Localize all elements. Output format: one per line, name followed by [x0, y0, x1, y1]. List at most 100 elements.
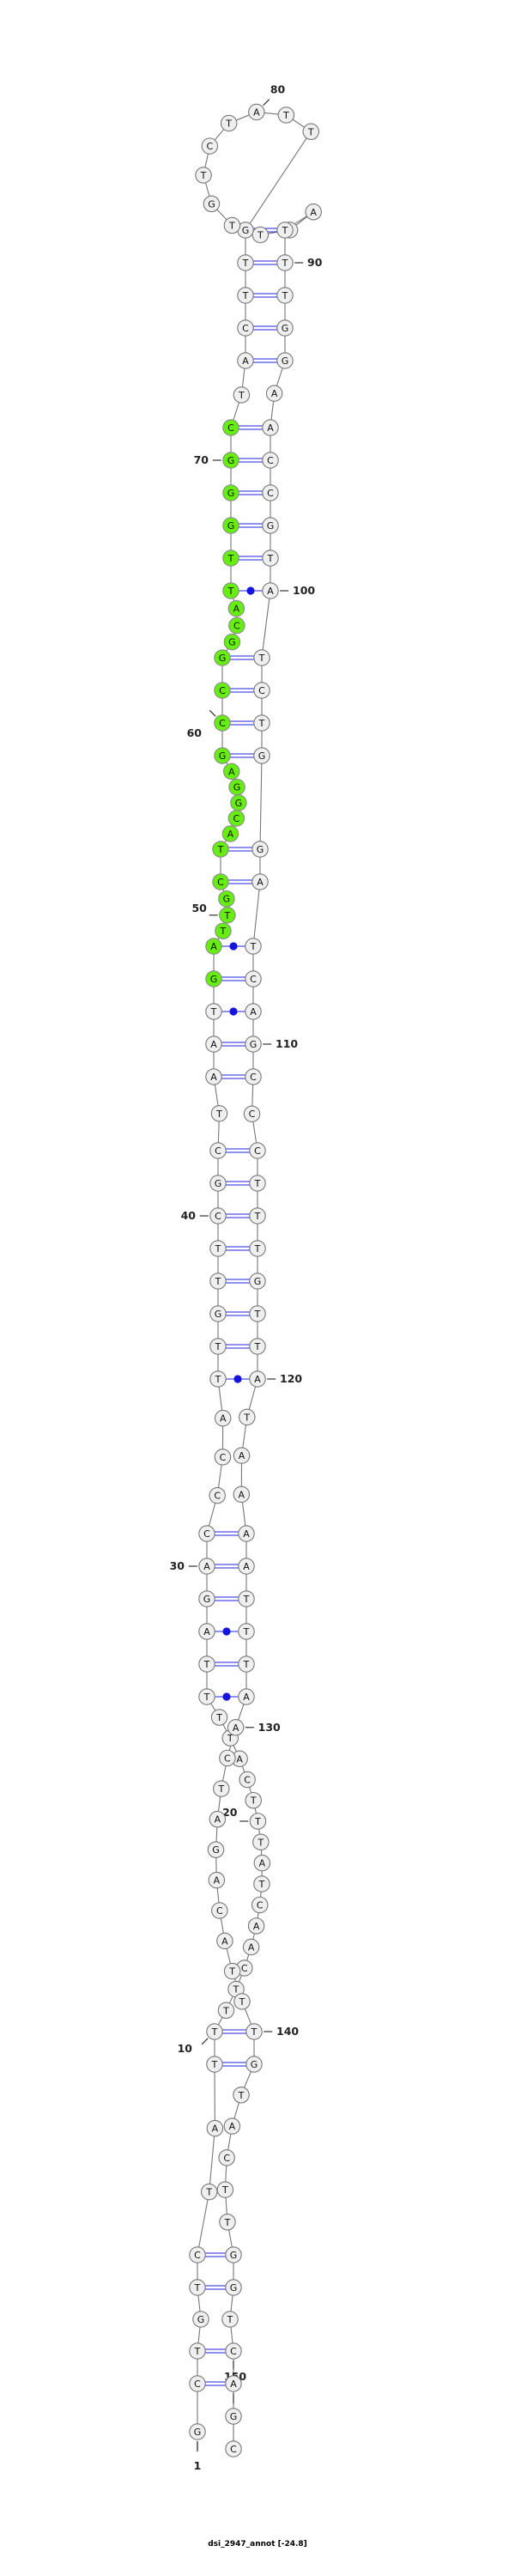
nucleotide-73[interactable]: A [237, 352, 254, 369]
nucleotide-circle[interactable] [205, 970, 222, 987]
nucleotide-30[interactable]: A [198, 1558, 215, 1575]
nucleotide-74[interactable]: C [237, 319, 254, 337]
nucleotide-29[interactable]: G [198, 1590, 215, 1607]
nucleotide-130[interactable]: A [227, 1719, 245, 1736]
nucleotide-circle[interactable] [225, 2246, 242, 2263]
nucleotide-circle[interactable] [219, 907, 236, 924]
nucleotide-circle[interactable] [205, 1036, 222, 1053]
nucleotide-circle[interactable] [214, 649, 231, 666]
nucleotide-circle[interactable] [221, 2311, 239, 2328]
nucleotide-104[interactable]: G [253, 747, 270, 764]
nucleotide-89[interactable]: T [276, 222, 294, 239]
nucleotide-circle[interactable] [218, 2149, 235, 2166]
nucleotide-96[interactable]: C [262, 452, 279, 469]
nucleotide-45[interactable]: A [205, 1036, 222, 1053]
nucleotide-126[interactable]: T [238, 1590, 255, 1607]
nucleotide-circle[interactable] [210, 1709, 228, 1726]
nucleotide-circle[interactable] [189, 2375, 206, 2392]
nucleotide-122[interactable]: A [233, 1447, 251, 1464]
nucleotide-circle[interactable] [227, 1719, 245, 1736]
nucleotide-circle[interactable] [215, 922, 232, 939]
nucleotide-circle[interactable] [222, 550, 239, 567]
nucleotide-circle[interactable] [237, 352, 254, 369]
nucleotide-circle[interactable] [245, 1003, 262, 1020]
nucleotide-circle[interactable] [201, 137, 219, 155]
nucleotide-82[interactable]: C [201, 137, 219, 155]
nucleotide-circle[interactable] [223, 1962, 241, 1980]
nucleotide-circle[interactable] [228, 778, 245, 796]
nucleotide-103[interactable]: T [253, 714, 270, 732]
nucleotide-circle[interactable] [249, 1370, 266, 1388]
nucleotide-125[interactable]: A [238, 1558, 255, 1575]
nucleotide-149[interactable]: T [221, 2311, 239, 2328]
nucleotide-circle[interactable] [233, 1485, 251, 1504]
nucleotide-circle[interactable] [209, 1486, 226, 1504]
nucleotide-59[interactable]: G [214, 747, 231, 764]
nucleotide-circle[interactable] [214, 1409, 232, 1427]
nucleotide-112[interactable]: C [243, 1105, 261, 1122]
nucleotide-circle[interactable] [242, 1938, 260, 1956]
nucleotide-circle[interactable] [249, 1305, 266, 1322]
nucleotide-21[interactable]: T [245, 1791, 262, 1809]
nucleotide-53[interactable]: T [212, 841, 229, 858]
nucleotide-circle[interactable] [251, 1896, 269, 1914]
nucleotide-circle[interactable] [249, 1207, 266, 1224]
nucleotide-6[interactable]: C [189, 2246, 206, 2263]
nucleotide-circle[interactable] [198, 1688, 215, 1705]
nucleotide-19[interactable]: T [252, 1833, 270, 1851]
nucleotide-circle[interactable] [248, 103, 265, 121]
nucleotide-4[interactable]: G [192, 2311, 209, 2328]
nucleotide-77[interactable]: G [237, 222, 254, 239]
nucleotide-circle[interactable] [223, 633, 241, 651]
nucleotide-circle[interactable] [262, 550, 279, 567]
nucleotide-150[interactable]: C [225, 2342, 242, 2360]
nucleotide-circle[interactable] [245, 938, 262, 955]
nucleotide-133[interactable]: A [209, 1810, 227, 1828]
nucleotide-67[interactable]: T [222, 550, 239, 567]
nucleotide-72[interactable]: T [233, 386, 251, 404]
nucleotide-51[interactable]: G [218, 890, 235, 908]
nucleotide-circle[interactable] [253, 747, 270, 764]
nucleotide-circle[interactable] [277, 106, 295, 124]
nucleotide-circle[interactable] [249, 1338, 266, 1355]
nucleotide-circle[interactable] [206, 2119, 224, 2137]
nucleotide-25[interactable]: T [210, 1709, 228, 1726]
nucleotide-circle[interactable] [198, 1590, 215, 1607]
nucleotide-circle[interactable] [245, 1791, 262, 1809]
nucleotide-93[interactable]: G [276, 352, 294, 369]
nucleotide-117[interactable]: G [249, 1273, 266, 1290]
nucleotide-circle[interactable] [253, 649, 270, 666]
nucleotide-circle[interactable] [276, 319, 294, 337]
nucleotide-95[interactable]: A [262, 419, 279, 436]
nucleotide-88[interactable]: A [305, 204, 322, 221]
nucleotide-circle[interactable] [262, 517, 279, 534]
nucleotide-circle[interactable] [245, 970, 262, 987]
nucleotide-86[interactable]: T [251, 226, 270, 244]
nucleotide-76[interactable]: T [237, 254, 254, 271]
nucleotide-92[interactable]: G [276, 319, 294, 337]
nucleotide-circle[interactable] [225, 2375, 242, 2392]
nucleotide-circle[interactable] [227, 599, 245, 617]
nucleotide-147[interactable]: G [225, 2246, 242, 2263]
nucleotide-circle[interactable] [209, 1142, 227, 1159]
nucleotide-circle[interactable] [209, 1338, 227, 1355]
nucleotide-107[interactable]: T [245, 938, 262, 955]
nucleotide-144[interactable]: C [218, 2149, 235, 2166]
nucleotide-54[interactable]: A [221, 825, 239, 842]
nucleotide-circle[interactable] [238, 1688, 255, 1705]
nucleotide-151[interactable]: A [225, 2375, 242, 2392]
nucleotide-circle[interactable] [245, 2023, 263, 2040]
nucleotide-circle[interactable] [237, 319, 254, 337]
nucleotide-50[interactable]: T [219, 907, 236, 924]
nucleotide-137[interactable]: A [216, 1932, 233, 1950]
nucleotide-99[interactable]: T [262, 550, 279, 567]
nucleotide-circle[interactable] [238, 1525, 255, 1542]
nucleotide-circle[interactable] [249, 1273, 266, 1290]
nucleotide-circle[interactable] [189, 2279, 206, 2296]
nucleotide-78[interactable]: T [302, 123, 320, 141]
nucleotide-circle[interactable] [251, 841, 269, 858]
nucleotide-102[interactable]: C [253, 682, 270, 699]
nucleotide-5[interactable]: T [189, 2279, 206, 2296]
nucleotide-49[interactable]: T [215, 922, 232, 939]
nucleotide-79[interactable]: T [277, 106, 295, 124]
